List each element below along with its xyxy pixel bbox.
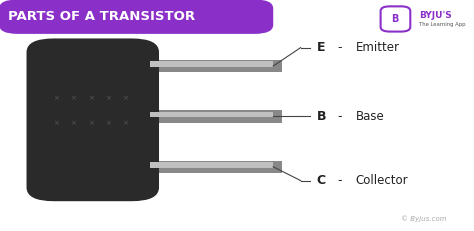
Text: ×: ×: [53, 95, 59, 101]
Text: ×: ×: [88, 120, 93, 126]
Text: ×: ×: [71, 95, 76, 101]
FancyArrow shape: [150, 61, 273, 67]
Text: Emitter: Emitter: [356, 41, 400, 54]
Text: The Learning App: The Learning App: [419, 22, 466, 27]
Text: ×: ×: [105, 95, 110, 101]
Text: C: C: [317, 174, 326, 187]
Text: PARTS OF A TRANSISTOR: PARTS OF A TRANSISTOR: [8, 10, 195, 23]
FancyArrow shape: [150, 162, 273, 168]
Text: -: -: [337, 41, 342, 54]
Text: -: -: [337, 174, 342, 187]
FancyBboxPatch shape: [27, 38, 159, 201]
Text: ×: ×: [122, 120, 128, 126]
Text: ×: ×: [88, 95, 93, 101]
FancyArrow shape: [150, 110, 283, 123]
Text: -: -: [337, 110, 342, 123]
FancyArrow shape: [150, 161, 283, 173]
FancyArrow shape: [150, 60, 283, 72]
Text: B: B: [317, 110, 326, 123]
Text: B: B: [392, 14, 399, 24]
Text: E: E: [317, 41, 326, 54]
Text: ×: ×: [122, 95, 128, 101]
FancyArrow shape: [150, 112, 273, 117]
Text: ×: ×: [71, 120, 76, 126]
Text: Collector: Collector: [356, 174, 408, 187]
FancyBboxPatch shape: [0, 0, 273, 34]
Text: Base: Base: [356, 110, 384, 123]
Text: BYJU'S: BYJU'S: [419, 11, 452, 20]
Text: © Byjus.com: © Byjus.com: [401, 215, 447, 222]
Text: ×: ×: [53, 120, 59, 126]
Text: ×: ×: [105, 120, 110, 126]
FancyBboxPatch shape: [381, 6, 410, 32]
